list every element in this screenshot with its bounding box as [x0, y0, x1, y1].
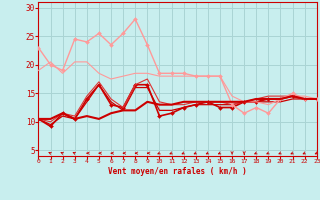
X-axis label: Vent moyen/en rafales ( km/h ): Vent moyen/en rafales ( km/h ) [108, 167, 247, 176]
